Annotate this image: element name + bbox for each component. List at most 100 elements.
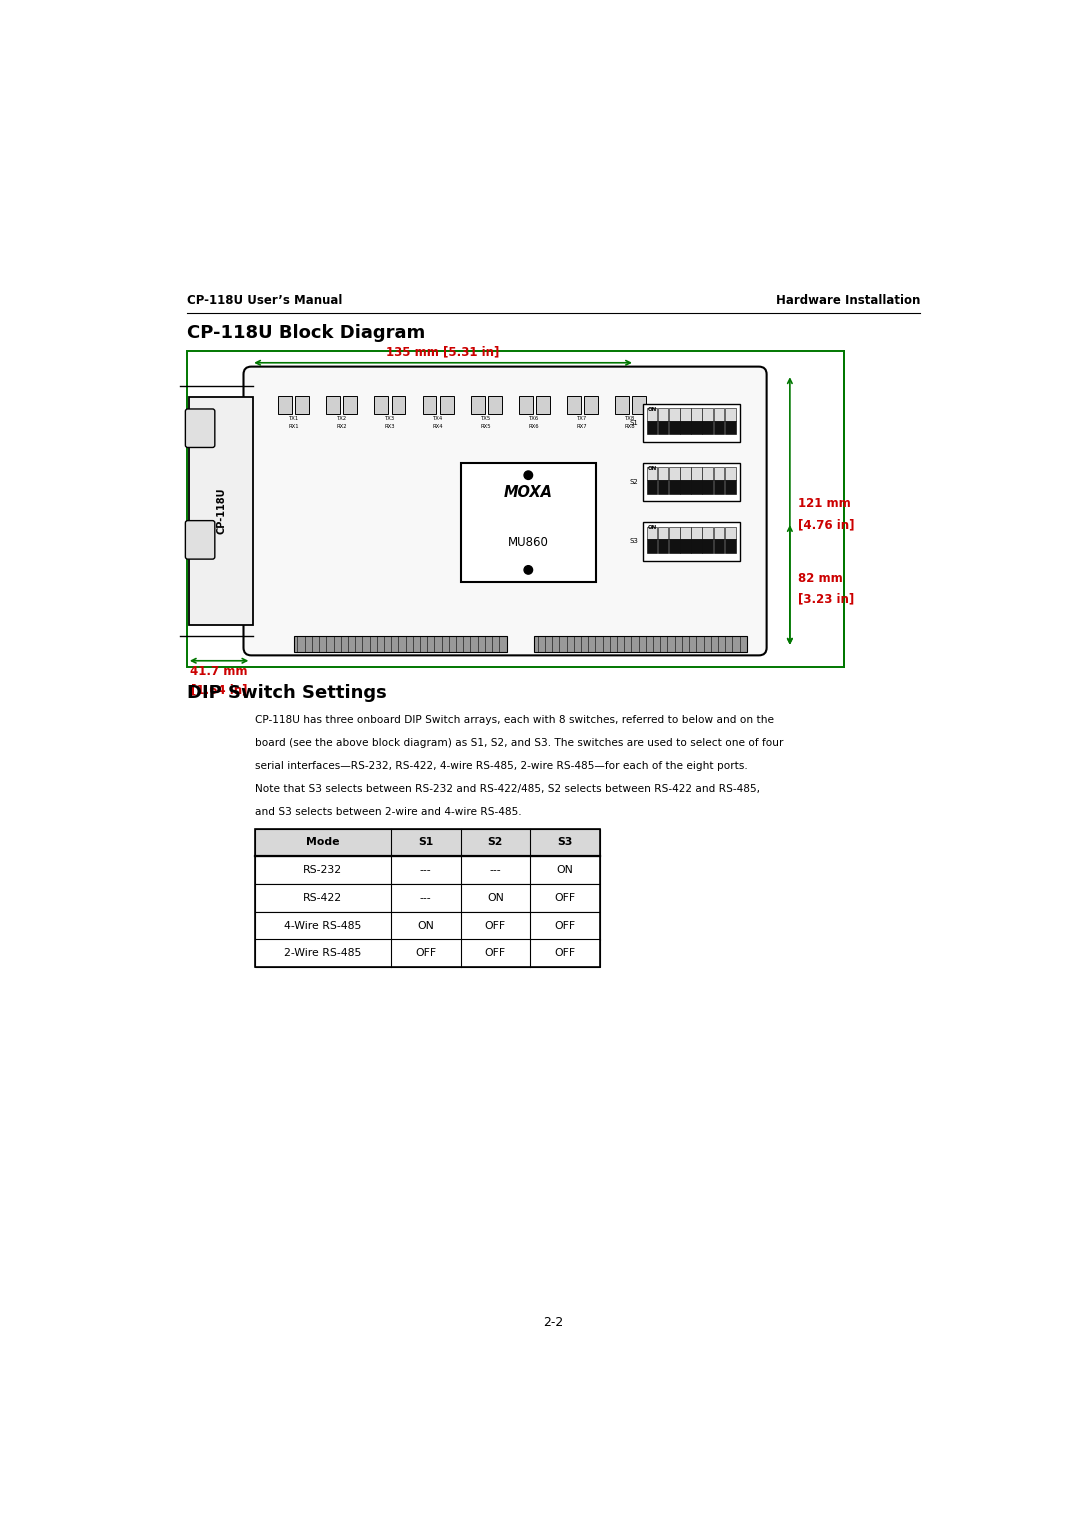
Bar bbox=[714, 408, 725, 420]
Bar bbox=[691, 539, 702, 553]
Bar bbox=[658, 420, 669, 434]
Text: CP-118U User’s Manual: CP-118U User’s Manual bbox=[187, 293, 342, 307]
Text: [1.64 in]: [1.64 in] bbox=[191, 685, 247, 697]
Bar bbox=[669, 468, 679, 480]
Text: CP-118U Block Diagram: CP-118U Block Diagram bbox=[187, 324, 426, 342]
Text: RX5: RX5 bbox=[481, 425, 491, 429]
Text: RX6: RX6 bbox=[529, 425, 539, 429]
Text: serial interfaces—RS-232, RS-422, 4-wire RS-485, 2-wire RS-485—for each of the e: serial interfaces—RS-232, RS-422, 4-wire… bbox=[255, 761, 747, 770]
Text: RS-422: RS-422 bbox=[303, 892, 342, 903]
Bar bbox=[691, 420, 702, 434]
Bar bbox=[296, 396, 309, 414]
Bar bbox=[255, 940, 600, 967]
Text: TX4: TX4 bbox=[433, 416, 443, 420]
Bar bbox=[615, 396, 629, 414]
Bar bbox=[680, 527, 691, 539]
Bar bbox=[669, 480, 679, 494]
Text: TX1: TX1 bbox=[288, 416, 299, 420]
Bar bbox=[658, 468, 669, 480]
Text: DIP Switch Settings: DIP Switch Settings bbox=[187, 685, 387, 701]
Bar bbox=[326, 396, 340, 414]
Text: 41.7 mm: 41.7 mm bbox=[190, 665, 247, 678]
Text: S1: S1 bbox=[418, 837, 433, 848]
Bar bbox=[702, 408, 713, 420]
FancyBboxPatch shape bbox=[186, 410, 215, 448]
FancyBboxPatch shape bbox=[243, 367, 767, 656]
Text: CP-118U: CP-118U bbox=[216, 487, 226, 535]
Bar bbox=[714, 539, 725, 553]
Bar bbox=[647, 420, 658, 434]
Bar bbox=[702, 468, 713, 480]
Bar bbox=[471, 396, 485, 414]
Text: RX4: RX4 bbox=[433, 425, 443, 429]
Bar bbox=[632, 396, 646, 414]
Text: TX8: TX8 bbox=[625, 416, 635, 420]
Bar bbox=[189, 397, 253, 625]
Bar bbox=[669, 527, 679, 539]
Bar bbox=[714, 527, 725, 539]
Bar bbox=[658, 539, 669, 553]
Bar bbox=[535, 636, 747, 651]
Text: RX7: RX7 bbox=[577, 425, 588, 429]
Text: ---: --- bbox=[420, 892, 431, 903]
Bar bbox=[375, 396, 389, 414]
Circle shape bbox=[524, 565, 532, 575]
Bar bbox=[658, 480, 669, 494]
Bar bbox=[725, 420, 735, 434]
Text: ---: --- bbox=[420, 865, 431, 876]
Bar bbox=[294, 636, 507, 651]
FancyBboxPatch shape bbox=[186, 521, 215, 559]
Text: CP-118U has three onboard DIP Switch arrays, each with 8 switches, referred to b: CP-118U has three onboard DIP Switch arr… bbox=[255, 715, 774, 724]
Bar bbox=[658, 527, 669, 539]
Bar bbox=[669, 408, 679, 420]
Text: RX3: RX3 bbox=[384, 425, 395, 429]
Bar bbox=[255, 856, 600, 885]
Bar bbox=[680, 420, 691, 434]
Bar bbox=[536, 396, 550, 414]
Text: and S3 selects between 2-wire and 4-wire RS-485.: and S3 selects between 2-wire and 4-wire… bbox=[255, 807, 522, 817]
Bar bbox=[725, 408, 735, 420]
Text: Mode: Mode bbox=[307, 837, 340, 848]
Text: TX2: TX2 bbox=[337, 416, 347, 420]
Bar bbox=[255, 828, 600, 856]
Bar bbox=[422, 396, 436, 414]
Text: RS-232: RS-232 bbox=[303, 865, 342, 876]
Bar bbox=[691, 527, 702, 539]
Text: S2: S2 bbox=[630, 480, 638, 484]
Bar bbox=[669, 420, 679, 434]
Text: 135 mm [5.31 in]: 135 mm [5.31 in] bbox=[387, 345, 500, 358]
Bar bbox=[702, 420, 713, 434]
Text: OFF: OFF bbox=[554, 892, 576, 903]
Text: Hardware Installation: Hardware Installation bbox=[775, 293, 920, 307]
Text: MOXA: MOXA bbox=[503, 484, 553, 500]
Bar bbox=[680, 408, 691, 420]
Bar bbox=[518, 396, 532, 414]
Text: ON: ON bbox=[648, 526, 658, 530]
Text: 4-Wire RS-485: 4-Wire RS-485 bbox=[284, 921, 362, 931]
Bar bbox=[392, 396, 405, 414]
Text: S3: S3 bbox=[629, 538, 638, 544]
Bar bbox=[725, 539, 735, 553]
Text: ON: ON bbox=[417, 921, 434, 931]
Text: TX7: TX7 bbox=[577, 416, 588, 420]
Text: TX6: TX6 bbox=[529, 416, 539, 420]
Text: OFF: OFF bbox=[554, 949, 576, 958]
Bar bbox=[702, 527, 713, 539]
Bar bbox=[714, 420, 725, 434]
Text: TX3: TX3 bbox=[384, 416, 395, 420]
Text: OFF: OFF bbox=[485, 921, 505, 931]
Bar bbox=[343, 396, 357, 414]
Text: board (see the above block diagram) as S1, S2, and S3. The switches are used to : board (see the above block diagram) as S… bbox=[255, 738, 783, 747]
Bar bbox=[714, 480, 725, 494]
Bar bbox=[725, 480, 735, 494]
Text: ON: ON bbox=[648, 406, 658, 411]
Text: 2-Wire RS-485: 2-Wire RS-485 bbox=[284, 949, 362, 958]
Text: ON: ON bbox=[556, 865, 573, 876]
Bar bbox=[255, 885, 600, 912]
Text: ---: --- bbox=[489, 865, 501, 876]
Text: ON: ON bbox=[648, 466, 658, 471]
Bar bbox=[691, 480, 702, 494]
Bar bbox=[725, 468, 735, 480]
Text: 2-2: 2-2 bbox=[543, 1316, 564, 1329]
Bar bbox=[255, 828, 600, 967]
